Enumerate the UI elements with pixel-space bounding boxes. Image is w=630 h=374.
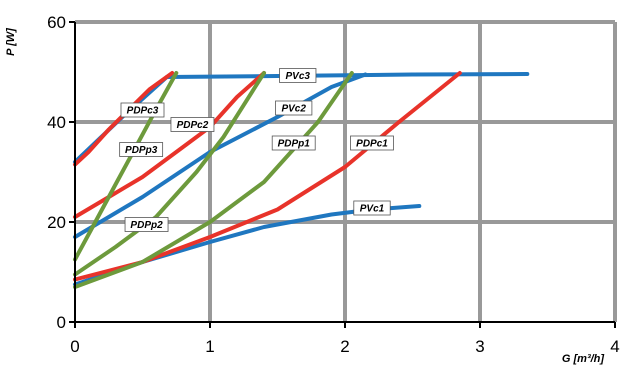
series-label-text: PDPc2 xyxy=(177,120,209,131)
series-label-text: PDPp3 xyxy=(125,145,158,156)
x-tick-label: 1 xyxy=(205,337,214,356)
series-labels: PVc1 PVc2 PVc3 PDPc1 PDPc2 PDPc3 PDPp1 PDPp2 PDP… xyxy=(119,68,394,232)
series-label-text: PDPc1 xyxy=(356,139,388,150)
x-axis-title: G [m³/h] xyxy=(562,353,604,365)
series-label-pdpc1: PDPc1 xyxy=(350,135,394,151)
y-axis-title: P [W] xyxy=(5,28,17,56)
series-label-text: PVc1 xyxy=(360,204,385,215)
series-lines xyxy=(73,71,530,289)
series-label-box xyxy=(120,102,165,118)
x-tick-label: 4 xyxy=(610,337,619,356)
series-line-pdpp1 xyxy=(73,71,354,289)
series-label-box xyxy=(124,217,169,232)
series-label-pdpp1: PDPp1 xyxy=(271,135,316,151)
y-tick-label: 60 xyxy=(47,13,66,32)
x-tick-label: 2 xyxy=(340,337,349,356)
series-label-pdpp3: PDPp3 xyxy=(119,142,164,157)
series-label-pvc2: PVc2 xyxy=(275,100,313,116)
x-tick-label: 3 xyxy=(475,337,484,356)
series-label-pvc3: PVc3 xyxy=(279,68,317,83)
series-line-pdpc3 xyxy=(73,71,175,167)
series-label-pdpc2: PDPc2 xyxy=(170,117,215,132)
series-label-text: PDPp1 xyxy=(278,139,311,150)
series-label-box xyxy=(170,117,215,132)
series-label-pdpc3: PDPc3 xyxy=(120,102,165,118)
grid xyxy=(75,20,617,322)
series-line-pvc2 xyxy=(73,72,368,239)
series-label-box xyxy=(279,68,317,83)
x-tick-label: 0 xyxy=(70,337,79,356)
series-label-text: PDPc3 xyxy=(127,106,159,117)
series-label-box xyxy=(350,135,394,151)
series-line-pdpp2 xyxy=(73,71,266,277)
y-tick-label: 0 xyxy=(57,313,66,332)
series-label-text: PDPp2 xyxy=(130,220,163,231)
series-label-box xyxy=(119,142,164,157)
series-label-text: PVc2 xyxy=(281,104,306,115)
series-label-pdpp2: PDPp2 xyxy=(124,217,169,232)
series-label-text: PVc3 xyxy=(286,71,311,82)
y-tick-label: 40 xyxy=(47,113,66,132)
series-label-pvc1: PVc1 xyxy=(353,200,391,216)
series-label-box xyxy=(353,200,391,216)
series-label-box xyxy=(275,100,313,116)
series-label-box xyxy=(271,135,316,151)
y-tick-label: 20 xyxy=(47,213,66,232)
